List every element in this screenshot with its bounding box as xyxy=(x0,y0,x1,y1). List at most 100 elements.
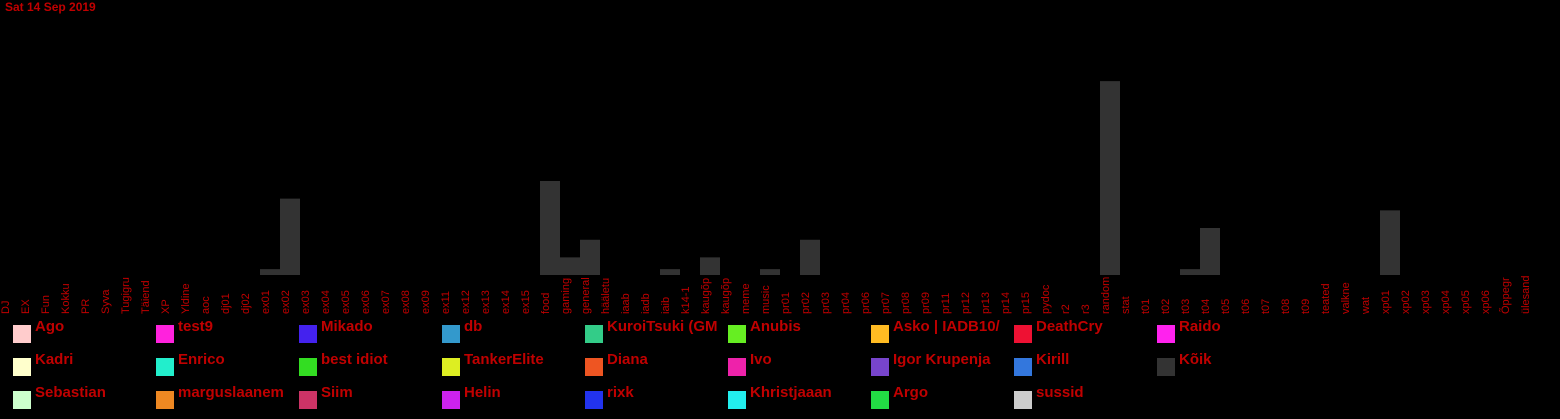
legend-label: Igor Krupenja xyxy=(893,351,991,368)
category-label: ülesand xyxy=(1520,275,1532,314)
legend-label: Kõik xyxy=(1179,351,1212,368)
category-label: Õppegr xyxy=(1499,277,1512,314)
legend-label: KuroiTsuki (GM xyxy=(607,318,718,335)
category-label: t01 xyxy=(1140,299,1152,314)
category-label: ex15 xyxy=(520,290,532,314)
category-label: pr12 xyxy=(960,292,972,314)
category-label: ex12 xyxy=(460,290,472,314)
legend-swatch xyxy=(1014,325,1032,343)
category-label: general xyxy=(580,277,592,314)
category-label: hääletu xyxy=(600,278,612,314)
bar-35 xyxy=(700,257,720,275)
category-label: EX xyxy=(20,299,32,314)
category-label: t09 xyxy=(1300,299,1312,314)
category-label: aoc xyxy=(200,296,212,314)
category-label: xp05 xyxy=(1460,290,1472,314)
legend-swatch xyxy=(871,325,889,343)
category-label: PR xyxy=(80,299,92,314)
legend-label: TankerElite xyxy=(464,351,544,368)
category-label: pr09 xyxy=(920,292,932,314)
category-label: xp06 xyxy=(1480,290,1492,314)
category-label: ex13 xyxy=(480,290,492,314)
category-label: stat xyxy=(1120,296,1132,314)
category-label: pr02 xyxy=(800,292,812,314)
legend-label: Ivo xyxy=(750,351,772,368)
category-label: r3 xyxy=(1080,304,1092,314)
legend-label: Siim xyxy=(321,384,353,401)
legend-swatch xyxy=(728,325,746,343)
legend-label: rixk xyxy=(607,384,634,401)
legend-swatch xyxy=(728,391,746,409)
legend-label: Ago xyxy=(35,318,65,335)
category-label: pr13 xyxy=(980,292,992,314)
category-label: ex06 xyxy=(360,290,372,314)
category-label: ex11 xyxy=(440,291,452,314)
legend-swatch xyxy=(585,391,603,409)
legend-label: Khristjaaan xyxy=(750,384,832,401)
bar-33 xyxy=(660,269,680,275)
bar-40 xyxy=(800,239,820,275)
bar-chart: DJ EX Fun Kokku PR Syva Tugigru Täiend XP Yldine a… xyxy=(0,81,1532,315)
legend-swatch xyxy=(728,358,746,376)
legend-swatch xyxy=(13,391,31,409)
category-label: Kokku xyxy=(60,283,72,314)
category-label: xp02 xyxy=(1400,290,1412,314)
legend-label: Argo xyxy=(893,384,928,401)
category-label: t07 xyxy=(1260,299,1272,314)
legend-swatch xyxy=(13,358,31,376)
category-label: Täiend xyxy=(140,280,152,314)
legend-label: DeathCry xyxy=(1036,318,1103,335)
legend-label: Mikado xyxy=(321,318,373,335)
legend-label: Raido xyxy=(1179,318,1221,335)
category-label: Syva xyxy=(100,289,112,314)
legend-swatch xyxy=(156,391,174,409)
bar-14 xyxy=(280,198,300,275)
category-label: valkne xyxy=(1340,282,1352,314)
category-label: t06 xyxy=(1240,299,1252,314)
category-label: food xyxy=(540,293,552,314)
bar-55 xyxy=(1100,81,1120,275)
category-label: kaugõp xyxy=(720,278,732,314)
category-label: pr06 xyxy=(860,292,872,314)
bar-29 xyxy=(580,239,600,275)
category-label: ex09 xyxy=(420,290,432,314)
legend-swatch xyxy=(156,325,174,343)
bar-59 xyxy=(1180,269,1200,275)
category-label: dj02 xyxy=(240,293,252,314)
category-label: k14-1 xyxy=(680,286,692,314)
legend-swatch xyxy=(1014,358,1032,376)
category-label: t08 xyxy=(1280,299,1292,314)
category-label: pr11 xyxy=(940,293,952,314)
category-label: kaugõp xyxy=(700,278,712,314)
legend-swatch xyxy=(156,358,174,376)
category-label: r2 xyxy=(1060,304,1072,314)
category-label: pr03 xyxy=(820,292,832,314)
legend-label: db xyxy=(464,318,483,335)
legend-label: Helin xyxy=(464,384,501,401)
category-label: XP xyxy=(160,299,172,314)
category-label: pr04 xyxy=(840,292,852,314)
legend-swatch xyxy=(299,325,317,343)
category-label: iaib xyxy=(660,297,672,314)
legend-label: Enrico xyxy=(178,351,225,368)
category-label: music xyxy=(760,285,772,314)
legend-label: Sebastian xyxy=(35,384,106,401)
legend-label: Diana xyxy=(607,351,648,368)
chart-date: Sat 14 Sep 2019 xyxy=(5,0,96,14)
legend-swatch xyxy=(442,358,460,376)
category-label: ex05 xyxy=(340,290,352,314)
category-label: ex03 xyxy=(300,290,312,314)
bar-28 xyxy=(560,257,580,275)
legend-swatch xyxy=(442,325,460,343)
bar-27 xyxy=(540,181,560,275)
category-label: wat xyxy=(1360,297,1372,315)
legend-swatch xyxy=(299,358,317,376)
category-label: Fun xyxy=(40,295,52,314)
legend-swatch xyxy=(1157,358,1175,376)
category-label: ex08 xyxy=(400,290,412,314)
legend-label: Anubis xyxy=(750,318,801,335)
legend-label: Kadri xyxy=(35,351,74,368)
legend-swatch xyxy=(1014,391,1032,409)
bar-13 xyxy=(260,269,280,275)
